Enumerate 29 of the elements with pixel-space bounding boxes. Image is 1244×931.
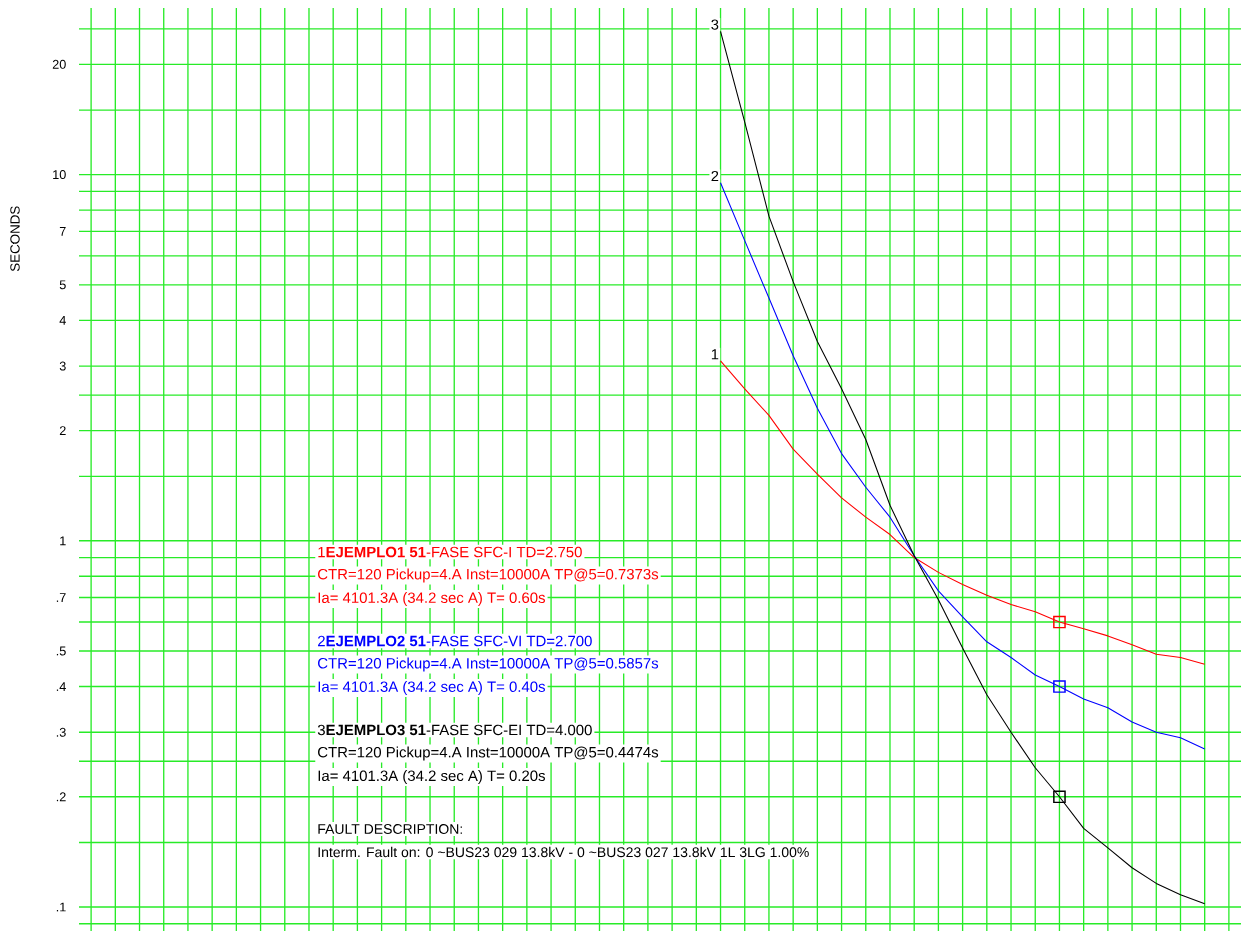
y-tick-label: .3 — [56, 727, 66, 737]
y-tick-label: 5 — [59, 280, 66, 290]
y-tick-label: 10 — [53, 170, 66, 180]
y-tick-label: 2 — [59, 426, 66, 435]
annotation: CTR=120 Pickup=4.A Inst=10000A TP@5=0.5857s — [318, 657, 659, 672]
y-tick-label: 1 — [60, 536, 66, 546]
y-tick-label: .1 — [56, 902, 66, 912]
y-tick-label: 20 — [52, 59, 66, 69]
series-label: 1 — [711, 349, 719, 360]
annotation: CTR=120 Pickup=4.A Inst=10000A TP@5=0.4474s — [318, 746, 659, 761]
series-label: 3 — [711, 19, 719, 30]
y-tick-label: 4 — [59, 315, 66, 325]
y-tick-label: .5 — [56, 646, 66, 656]
annotation: CTR=120 Pickup=4.A Inst=10000A TP@5=0.7373s — [318, 568, 659, 583]
annotation: Ia= 4101.3A (34.2 sec A) T= 0.20s — [318, 770, 545, 785]
y-tick-label: .2 — [56, 792, 66, 802]
y-tick-label: 3 — [59, 361, 66, 371]
annotation: Ia= 4101.3A (34.2 sec A) T= 0.60s — [318, 592, 545, 606]
annotation: FAULT DESCRIPTION: — [318, 824, 462, 834]
annotation: 2EJEMPLO2 51-FASE SFC-VI TD=2.700 — [318, 635, 592, 647]
annotation: 1EJEMPLO1 51-FASE SFC-I TD=2.750 — [318, 546, 582, 558]
y-tick-label: .4 — [56, 682, 66, 691]
y-tick-label: .7 — [56, 593, 66, 602]
annotation: 3EJEMPLO3 51-FASE SFC-EI TD=4.000 — [317, 724, 592, 736]
y-tick-label: 7 — [59, 226, 66, 236]
annotation: Interm. Fault on: 0 ~BUS23 029 13.8kV - 0 ~BUS23 027 13.8kV 1L 3LG 1.00% — [318, 846, 809, 858]
y-axis-title: SECONDS — [10, 206, 20, 272]
series-label: 2 — [711, 170, 719, 182]
annotation: Ia= 4101.3A (34.2 sec A) T= 0.40s — [318, 681, 545, 695]
